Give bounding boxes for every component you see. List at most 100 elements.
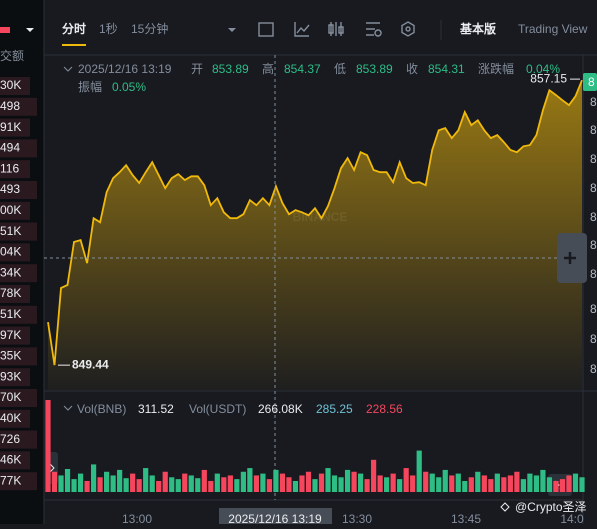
volume-bar [384,477,390,492]
area-fill [48,80,582,390]
icon-candle[interactable] [328,22,344,36]
volume-header: 285.25 [316,402,353,416]
collapse[interactable] [63,66,73,72]
volume-bar [77,473,84,492]
volume-bar [51,471,58,492]
indicator [0,27,10,33]
volume-bar [169,477,175,492]
volume-bar [501,477,507,492]
icon-calendar[interactable] [258,22,274,37]
axis-label: 8 [590,302,597,316]
x-label: 13:00 [122,512,152,524]
volume-bar [572,473,579,492]
volume-bar [292,480,299,492]
book-row: 494 [0,141,20,155]
basic-tab[interactable]: 基本版 [459,21,496,36]
dropdown[interactable] [228,28,236,32]
tradingview-tab[interactable]: Trading View [518,22,588,36]
book-row: 78K [0,286,21,300]
arrow [49,463,55,473]
volume-bar [253,475,259,492]
x-label: 13:30 [342,512,372,524]
book-row-bg [0,264,37,283]
volume-bar [488,479,494,492]
volume-bar [351,471,357,492]
volume-bar [318,473,325,492]
collapse[interactable] [63,405,73,411]
volume-bar [156,480,162,492]
volume-bar [481,475,487,492]
info-text: 854.31 [428,62,465,76]
min-label: 849.44 [72,357,109,371]
x-label: 14:0 [560,512,584,524]
book-row-bg [0,430,37,449]
info-text: 振幅 [78,79,102,94]
volume-bar [462,480,468,492]
tool-icons [258,21,415,37]
volume-bar [423,471,429,492]
icon-chart[interactable] [294,22,310,37]
volume-bar [331,475,338,492]
credit-icon [500,502,510,512]
volume-bar [247,468,253,492]
tab[interactable]: 1秒 [99,22,118,36]
dropdown[interactable] [26,28,34,32]
volume-bar [71,479,77,492]
book-row-bg [0,77,30,95]
volume-header: 228.56 [366,402,403,416]
volume-bar [221,477,227,492]
volume-bar [559,479,566,492]
book-row-bg [0,326,30,345]
info-text: 853.89 [212,62,249,76]
axis-label: 8 [590,210,597,224]
axis-label: 8 [590,181,597,195]
volume-bar [299,475,305,492]
volume-bar [377,475,383,492]
icon-settings[interactable] [366,22,382,37]
book-row: 726 [0,432,20,446]
volume-bar [410,475,416,492]
info-text: 0.05% [112,80,146,94]
volume-bar [397,479,403,492]
volume-bar [357,473,364,492]
volume-bar [182,473,188,492]
book-row: 70K [0,390,21,404]
info-text: 0.04% [526,62,560,76]
volume-bar [566,475,572,492]
volume-bar [312,479,318,492]
book-row: 04K [0,245,21,259]
volume-bar [273,469,279,492]
book-header: 交额 [0,48,24,63]
book-row: 51K [0,224,21,238]
credit: @Crypto圣泽 [515,500,587,514]
active-tab-underline [62,44,86,46]
info-text: 收 [406,62,418,76]
info-text: 低 [334,62,346,76]
volume-bar [371,459,377,492]
icon-hex[interactable] [401,21,415,37]
book-row: 493 [0,182,20,196]
volume-bar [546,477,553,492]
book-row-bg [0,368,30,387]
volume-bar [527,473,533,492]
book-row-bg [0,97,37,116]
volume-bar [104,471,110,492]
volume-bar [449,475,455,492]
book-row-bg [0,472,37,491]
volume-bar [136,479,142,492]
tab[interactable]: 15分钟 [131,21,168,36]
book-row: 498 [0,99,20,113]
volume-bar [97,477,103,492]
book-row-bg [0,347,37,366]
book-row: 00K [0,203,21,217]
volume-bar [240,471,246,492]
info-text: 高 [262,61,274,76]
book-row-bg [0,222,37,241]
volume-bar [58,475,64,492]
axis-label: 8 [590,152,597,166]
volume-bar [533,475,540,492]
volume-bar [507,475,513,492]
tab[interactable]: 分时 [62,21,86,36]
book-row-bg [0,160,30,179]
